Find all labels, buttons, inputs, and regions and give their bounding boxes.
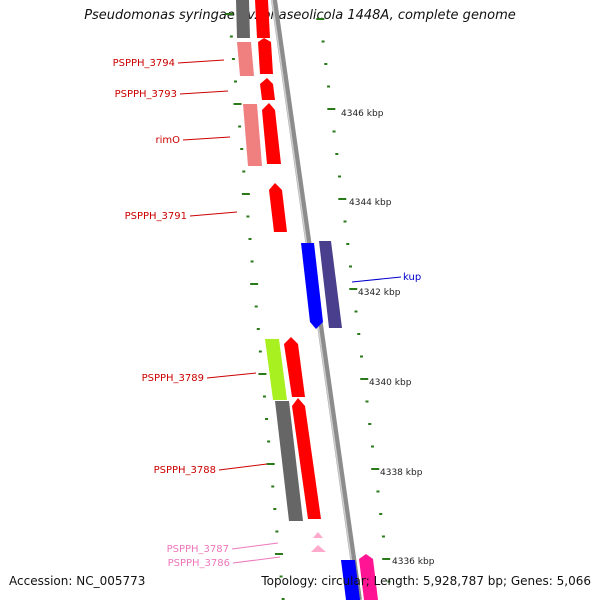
gene-label-pspph-3789[interactable]: PSPPH_3789 [142, 373, 204, 384]
genome-summary-text: Topology: circular; Length: 5,928,787 bp… [261, 574, 591, 588]
tick-label: 4342 kbp [358, 288, 401, 298]
gene-label-pspph-3786[interactable]: PSPPH_3786 [168, 558, 230, 569]
gene-feature-rimo-b[interactable] [262, 103, 281, 164]
label-connectors [177, 59, 402, 564]
gene-feature-pspph-3793[interactable] [260, 78, 275, 100]
tick-label: 4338 kbp [380, 468, 423, 478]
accession-text: Accession: NC_005773 [9, 574, 146, 588]
gene-feature-pspph-3789-b[interactable] [284, 337, 305, 397]
gene-feature-kup-b[interactable] [319, 241, 342, 328]
gene-feature[interactable] [236, 0, 250, 38]
gene-label-kup[interactable]: kup [403, 272, 421, 283]
tick-label: 4340 kbp [369, 378, 412, 388]
gene-feature-pspph-3787[interactable] [313, 532, 323, 538]
gene-feature-pspph-3789-a[interactable] [265, 339, 287, 400]
gene-feature-pspph-3791[interactable] [269, 183, 287, 232]
gene-label-pspph-3787[interactable]: PSPPH_3787 [167, 544, 229, 555]
gene-feature-kup-a[interactable] [301, 243, 323, 329]
tick-label: 4346 kbp [341, 109, 384, 119]
tick-label: 4336 kbp [392, 557, 435, 567]
gene-labels: PSPPH_3794 PSPPH_3793 rimO PSPPH_3791 ku… [113, 58, 422, 569]
gene-feature[interactable] [255, 0, 270, 38]
gene-feature-pspph-3794-b[interactable] [258, 38, 273, 74]
gene-feature[interactable] [359, 554, 378, 600]
gene-feature-pspph-3788-b[interactable] [292, 398, 321, 519]
map-title: Pseudomonas syringae pv. phaseolicola 14… [84, 8, 516, 23]
outer-ruler [316, 18, 391, 583]
gene-feature-rimo-a[interactable] [243, 104, 262, 166]
gene-label-pspph-3793[interactable]: PSPPH_3793 [115, 89, 177, 100]
inner-ruler [225, 13, 285, 600]
tick-label: 4344 kbp [349, 198, 392, 208]
gene-label-rimo[interactable]: rimO [155, 135, 180, 146]
gene-feature-pspph-3794-a[interactable] [237, 42, 254, 76]
gene-feature[interactable] [341, 560, 360, 600]
kbp-labels: 4346 kbp 4344 kbp 4342 kbp 4340 kbp 4338… [341, 109, 435, 567]
gene-feature-pspph-3786[interactable] [311, 545, 326, 552]
gene-feature-pspph-3788-a[interactable] [275, 401, 303, 521]
gene-label-pspph-3791[interactable]: PSPPH_3791 [125, 211, 187, 222]
gene-label-pspph-3794[interactable]: PSPPH_3794 [113, 58, 175, 69]
gene-label-pspph-3788[interactable]: PSPPH_3788 [154, 465, 216, 476]
gene-features [236, 0, 378, 600]
